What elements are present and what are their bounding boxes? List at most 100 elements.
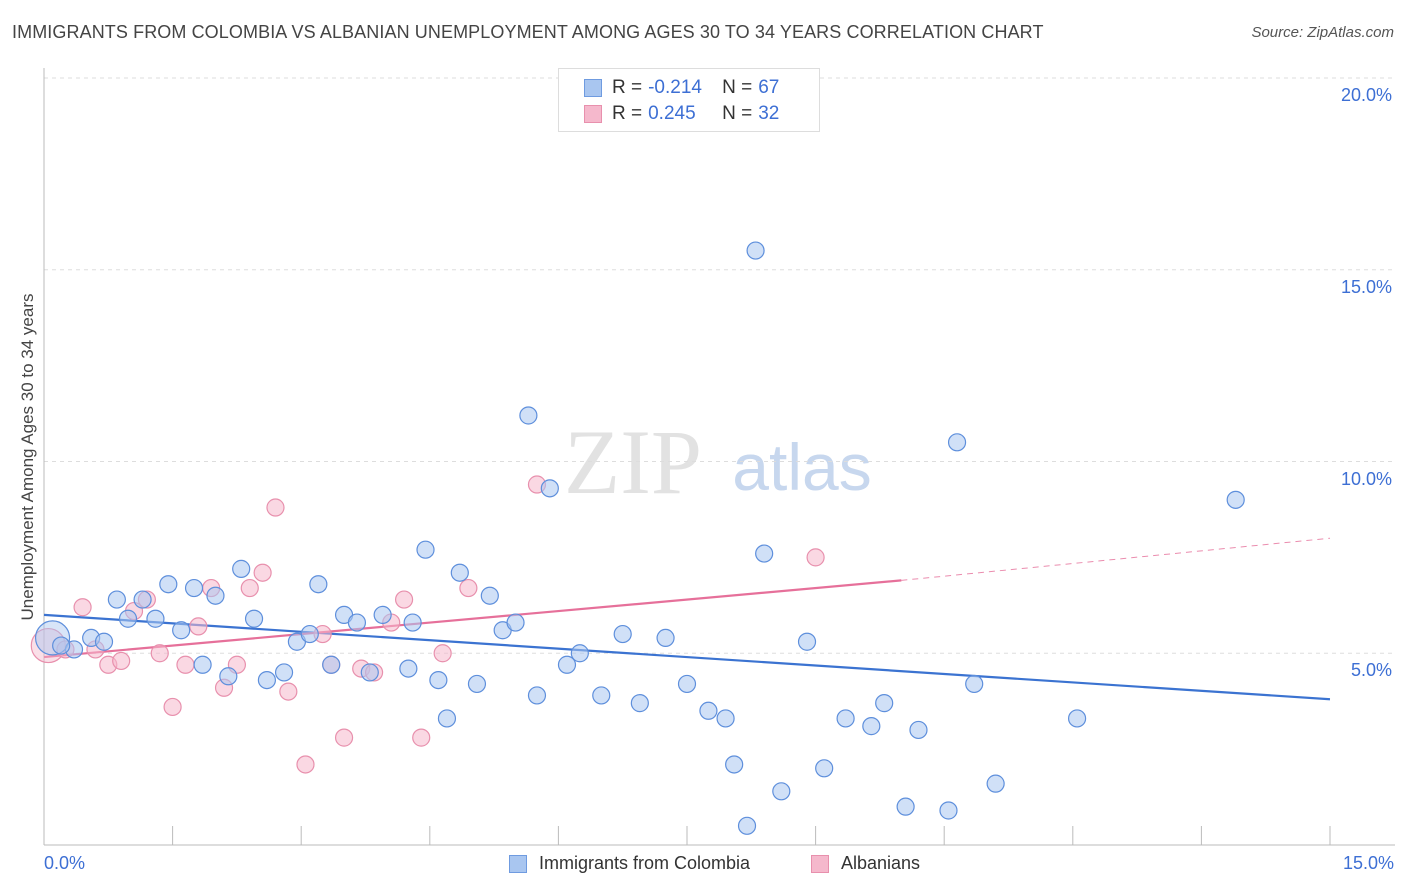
colombia-point (159, 575, 178, 594)
colombia-point (450, 563, 469, 582)
colombia-point (347, 613, 367, 632)
colombia-point (373, 605, 392, 625)
albanians-trend-line (43, 579, 902, 659)
watermark-atlas: atlas (732, 430, 871, 504)
colombia-point (300, 624, 319, 644)
r-label: R = (612, 77, 643, 98)
colombia-trend-line (43, 613, 1331, 701)
n-label: N = (722, 103, 753, 124)
colombia-point (193, 655, 212, 674)
colombia-point (309, 575, 328, 594)
colombia-point (429, 670, 448, 690)
correlation-legend: R = -0.214 N = 67 R = 0.245 N = 32 (558, 68, 820, 132)
colombia-point (725, 755, 744, 774)
legend-row-albanians: R = 0.245 N = 32 (584, 102, 779, 126)
colombia-point (416, 540, 435, 559)
y-tick-label: 20.0% (1340, 85, 1392, 105)
albanians-point (433, 644, 452, 663)
colombia-point (677, 674, 697, 694)
colombia-point (527, 686, 547, 705)
colombia-point (836, 709, 855, 728)
watermark-zip: ZIP (564, 411, 702, 513)
colombia-point (52, 636, 71, 655)
colombia-point (592, 686, 611, 705)
colombia-point (570, 644, 589, 663)
legend-row-colombia: R = -0.214 N = 67 (584, 76, 779, 100)
colombia-point (403, 613, 422, 632)
colombia-point (630, 694, 649, 713)
colombia-point (986, 774, 1005, 793)
colombia-point (737, 816, 757, 835)
r-label: R = (612, 103, 643, 124)
colombia-point (206, 586, 225, 605)
colombia-point (467, 674, 487, 694)
pink-swatch (811, 854, 829, 873)
colombia-point (1226, 490, 1245, 509)
y-tick-label: 10.0% (1340, 468, 1392, 489)
albanians-point (279, 682, 298, 701)
colombia-point (965, 674, 984, 694)
colombia-point (540, 479, 559, 498)
albanians-point (163, 697, 182, 717)
albanians-point (189, 617, 208, 636)
colombia-point (232, 559, 251, 578)
axes (43, 68, 1395, 846)
colombia-point (896, 797, 915, 816)
colombia-point (716, 709, 735, 728)
albanians-point (150, 644, 169, 663)
y-tick-label: 15.0% (1340, 276, 1392, 297)
colombia-point (557, 655, 577, 674)
colombia-point (184, 578, 204, 598)
colombia-point (118, 609, 138, 628)
colombia-point (274, 663, 294, 682)
colombia-point (480, 586, 499, 605)
albanians-point (266, 498, 285, 517)
colombia-point (1067, 709, 1087, 728)
n-label: N = (722, 77, 753, 98)
watermark: ZIP atlas (564, 411, 872, 513)
colombia-point (219, 667, 238, 686)
colombia-point (755, 544, 774, 563)
colombia-point (699, 701, 718, 720)
legend-item-albanians[interactable]: Albanians (811, 853, 920, 874)
y-tick-label: 5.0% (1350, 660, 1392, 681)
colombia-point (947, 433, 967, 452)
colombia-point (519, 406, 538, 425)
colombia-point (746, 241, 765, 260)
albanians-point (240, 578, 259, 598)
r-value: -0.214 (648, 77, 702, 98)
colombia-point (772, 782, 791, 801)
colombia-point (656, 628, 675, 648)
legend-label: Albanians (841, 853, 921, 873)
colombia-point (815, 759, 834, 778)
colombia-point (437, 709, 457, 728)
blue-swatch (509, 854, 527, 873)
colombia-point (939, 801, 958, 820)
albanians-point (176, 655, 195, 674)
albanians-point (459, 578, 478, 598)
source-label: Source: ZipAtlas.com (1251, 24, 1394, 41)
colombia-point (875, 694, 894, 713)
legend-item-colombia[interactable]: Immigrants from Colombia (509, 853, 750, 874)
colombia-point (94, 632, 114, 651)
colombia-point (322, 655, 341, 674)
colombia-point (360, 663, 379, 682)
colombia-point (244, 609, 264, 628)
colombia-point (172, 621, 191, 640)
r-value: 0.245 (648, 103, 696, 124)
pink-swatch (584, 105, 602, 123)
n-value: 67 (758, 77, 780, 98)
colombia-point (257, 670, 277, 690)
colombia-point (862, 717, 881, 736)
data-points (30, 241, 1245, 835)
colombia-point (909, 720, 928, 740)
x-tick-label-min: 0.0% (44, 853, 86, 873)
trend-lines (43, 537, 1331, 701)
colombia-point (613, 624, 632, 644)
colombia-point (107, 590, 126, 609)
colombia-point (133, 590, 152, 609)
albanians-trend-extension (901, 537, 1331, 581)
blue-swatch (584, 79, 602, 97)
chart-title: IMMIGRANTS FROM COLOMBIA VS ALBANIAN UNE… (12, 22, 1044, 42)
